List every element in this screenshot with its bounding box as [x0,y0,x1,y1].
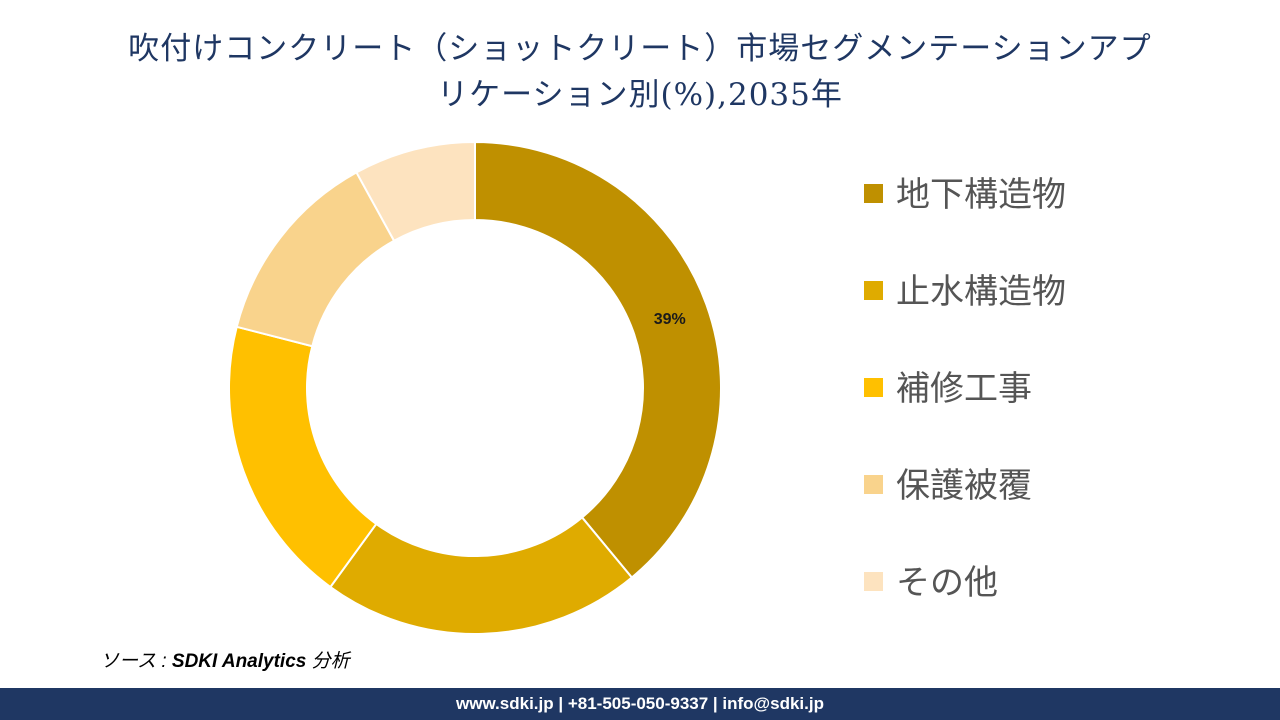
legend-swatch-2 [864,281,883,300]
donut-slices [228,140,722,635]
donut-data-labels: 39% [654,311,686,328]
source-name: SDKI Analytics [171,651,307,672]
donut-slice-2 [329,516,634,635]
source-note: ソース : SDKI Analytics 分析 [100,646,350,673]
source-prefix: ソース : [100,651,172,672]
donut-slice-5 [355,140,476,243]
legend-label-4: 保護被覆 [896,466,1032,506]
footer-bar: www.sdki.jp | +81-505-050-9337 | info@sd… [0,688,1280,720]
legend-swatch-4 [864,475,883,494]
data-label-1: 39% [654,311,686,328]
legend-label-5: その他 [896,563,998,603]
legend-swatch-1 [864,184,883,203]
legend-label-2: 止水構造物 [896,272,1066,312]
chart-title-line-1: 吹付けコンクリート（ショットクリート）市場セグメンテーションアプ [128,31,1152,67]
source-suffix: 分析 [306,651,350,672]
chart-title: 吹付けコンクリート（ショットクリート）市場セグメンテーションアプ リケーション別… [0,26,1280,118]
donut-slice-3 [228,325,378,589]
legend-swatch-3 [864,378,883,397]
legend-label-3: 補修工事 [896,369,1032,409]
footer-contact: www.sdki.jp | +81-505-050-9337 | info@sd… [456,694,824,713]
legend-label-1: 地下構造物 [896,175,1066,215]
chart-title-line-2: リケーション別(%),2035年 [437,77,843,113]
legend-swatch-5 [864,572,883,591]
donut-slice-1 [474,140,722,579]
